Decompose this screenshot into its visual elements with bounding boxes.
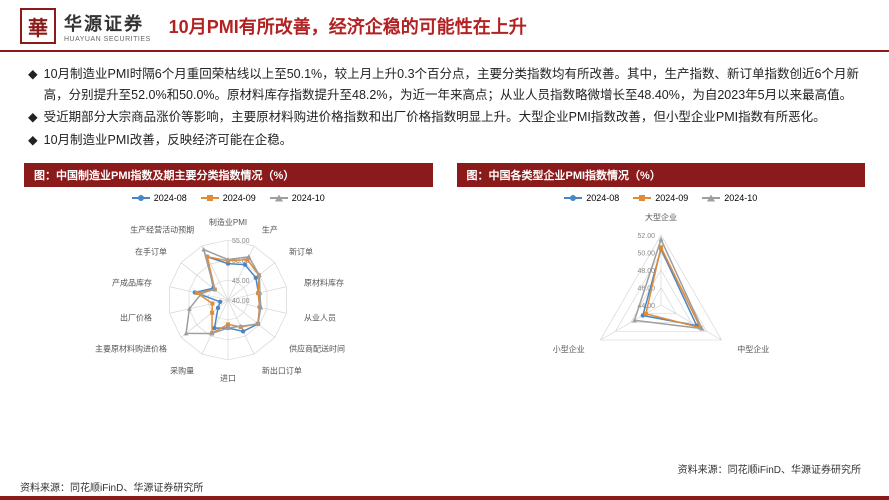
right-radar-chart: 大型企业中型企业小型企业44.0046.0048.0050.0052.00 [461, 205, 861, 385]
bullet-diamond-icon: ◆ [28, 130, 38, 151]
svg-text:采购量: 采购量 [170, 365, 194, 375]
right-chart-area: 2024-082024-092024-10 大型企业中型企业小型企业44.004… [457, 187, 866, 397]
svg-text:52.00: 52.00 [637, 233, 655, 240]
legend-swatch-icon [564, 197, 582, 199]
right-chart-title: 图：中国各类型企业PMI指数情况（%） [457, 163, 866, 187]
svg-text:50.00: 50.00 [637, 250, 655, 257]
svg-text:小型企业: 小型企业 [553, 344, 585, 354]
svg-text:中型企业: 中型企业 [737, 344, 769, 354]
legend-swatch-icon [633, 197, 651, 199]
left-legend: 2024-08 2024-09 2024-10 [24, 187, 433, 205]
legend-label: 2024-10 [724, 193, 757, 203]
left-chart-title: 图：中国制造业PMI指数及期主要分类指数情况（%） [24, 163, 433, 187]
legend-swatch-icon [132, 197, 150, 199]
svg-text:产成品库存: 产成品库存 [112, 277, 152, 287]
left-chart-area: 2024-08 2024-09 2024-10 制造业PMI 生产新订单原材料库存从业… [24, 187, 433, 397]
bullet-text: 受近期部分大宗商品涨价等影响，主要原材料购进价格指数和出厂价格指数明显上升。大型… [44, 107, 826, 128]
svg-text:新订单: 新订单 [289, 246, 313, 256]
charts-row: 图：中国制造业PMI指数及期主要分类指数情况（%） 2024-08 2024-09… [0, 163, 889, 397]
svg-text:生产经营活动预期: 生产经营活动预期 [130, 224, 194, 234]
slide-header: 華 华源证券 HUAYUAN SECURITIES 10月PMI有所改善，经济企… [0, 0, 889, 52]
svg-text:在手订单: 在手订单 [135, 246, 167, 256]
svg-text:新出口订单: 新出口订单 [262, 365, 302, 375]
left-chart-panel: 图：中国制造业PMI指数及期主要分类指数情况（%） 2024-08 2024-09… [24, 163, 433, 397]
bullet-item: ◆10月制造业PMI时隔6个月重回荣枯线以上至50.1%，较上月上升0.3个百分… [28, 64, 861, 105]
legend-label: 2024-09 [223, 193, 256, 203]
legend-item: 2024-10 [702, 193, 757, 203]
svg-text:48.00: 48.00 [637, 268, 655, 275]
svg-text:主要原材料购进价格: 主要原材料购进价格 [95, 343, 167, 353]
page-title: 10月PMI有所改善，经济企稳的可能性在上升 [169, 13, 527, 39]
logo-char: 華 [28, 12, 48, 41]
right-legend: 2024-08 2024-09 2024-10 [457, 187, 866, 205]
source-left: 资料来源：同花顺iFinD、华源证券研究所 [20, 479, 203, 494]
left-radar-chart: 制造业PMI 生产新订单原材料库存从业人员供应商配送时间新出口订单进口 采购量 主要原… [28, 205, 428, 385]
brand-logo: 華 [20, 8, 56, 44]
legend-swatch-icon [201, 197, 219, 199]
bullet-item: ◆ 10月制造业PMI改善，反映经济可能在企稳。 [28, 130, 861, 151]
svg-text:进口: 进口 [220, 374, 236, 383]
legend-label: 2024-08 [586, 193, 619, 203]
source-right: 资料来源：同花顺iFinD、华源证券研究所 [678, 461, 861, 476]
bullet-diamond-icon: ◆ [28, 107, 38, 128]
brand-en: HUAYUAN SECURITIES [64, 36, 151, 43]
svg-text:从业人员: 从业人员 [304, 312, 336, 322]
bullet-text: 10月制造业PMI时隔6个月重回荣枯线以上至50.1%，较上月上升0.3个百分点… [44, 64, 861, 105]
svg-text:45.00: 45.00 [232, 278, 250, 285]
body-bullets: ◆10月制造业PMI时隔6个月重回荣枯线以上至50.1%，较上月上升0.3个百分… [0, 52, 889, 163]
legend-item: 2024-09 [201, 193, 256, 203]
svg-text:出厂价格: 出厂价格 [120, 312, 152, 322]
svg-text:40.00: 40.00 [232, 298, 250, 305]
svg-text:55.00: 55.00 [232, 238, 250, 245]
bullet-text: 10月制造业PMI改善，反映经济可能在企稳。 [44, 130, 293, 151]
legend-item: 2024-08 [564, 193, 619, 203]
brand-text: 华源证券 HUAYUAN SECURITIES [64, 10, 151, 43]
svg-text:制造业PMI: 制造业PMI [209, 217, 247, 227]
brand-cn: 华源证券 [64, 10, 151, 36]
legend-swatch-icon [270, 197, 288, 199]
legend-item: 2024-09 [633, 193, 688, 203]
svg-text:大型企业: 大型企业 [645, 212, 677, 222]
bullet-item: ◆ 受近期部分大宗商品涨价等影响，主要原材料购进价格指数和出厂价格指数明显上升。大… [28, 107, 861, 128]
svg-text:生产: 生产 [262, 224, 278, 234]
legend-label: 2024-10 [292, 193, 325, 203]
footer-bar [0, 496, 889, 500]
svg-text:供应商配送时间: 供应商配送时间 [289, 343, 345, 353]
legend-item: 2024-10 [270, 193, 325, 203]
bullet-diamond-icon: ◆ [28, 64, 38, 105]
svg-text:原材料库存: 原材料库存 [304, 277, 344, 287]
legend-item: 2024-08 [132, 193, 187, 203]
legend-swatch-icon [702, 197, 720, 199]
right-chart-panel: 图：中国各类型企业PMI指数情况（%） 2024-08 2024-09 2024-1… [457, 163, 866, 397]
legend-label: 2024-08 [154, 193, 187, 203]
legend-label: 2024-09 [655, 193, 688, 203]
